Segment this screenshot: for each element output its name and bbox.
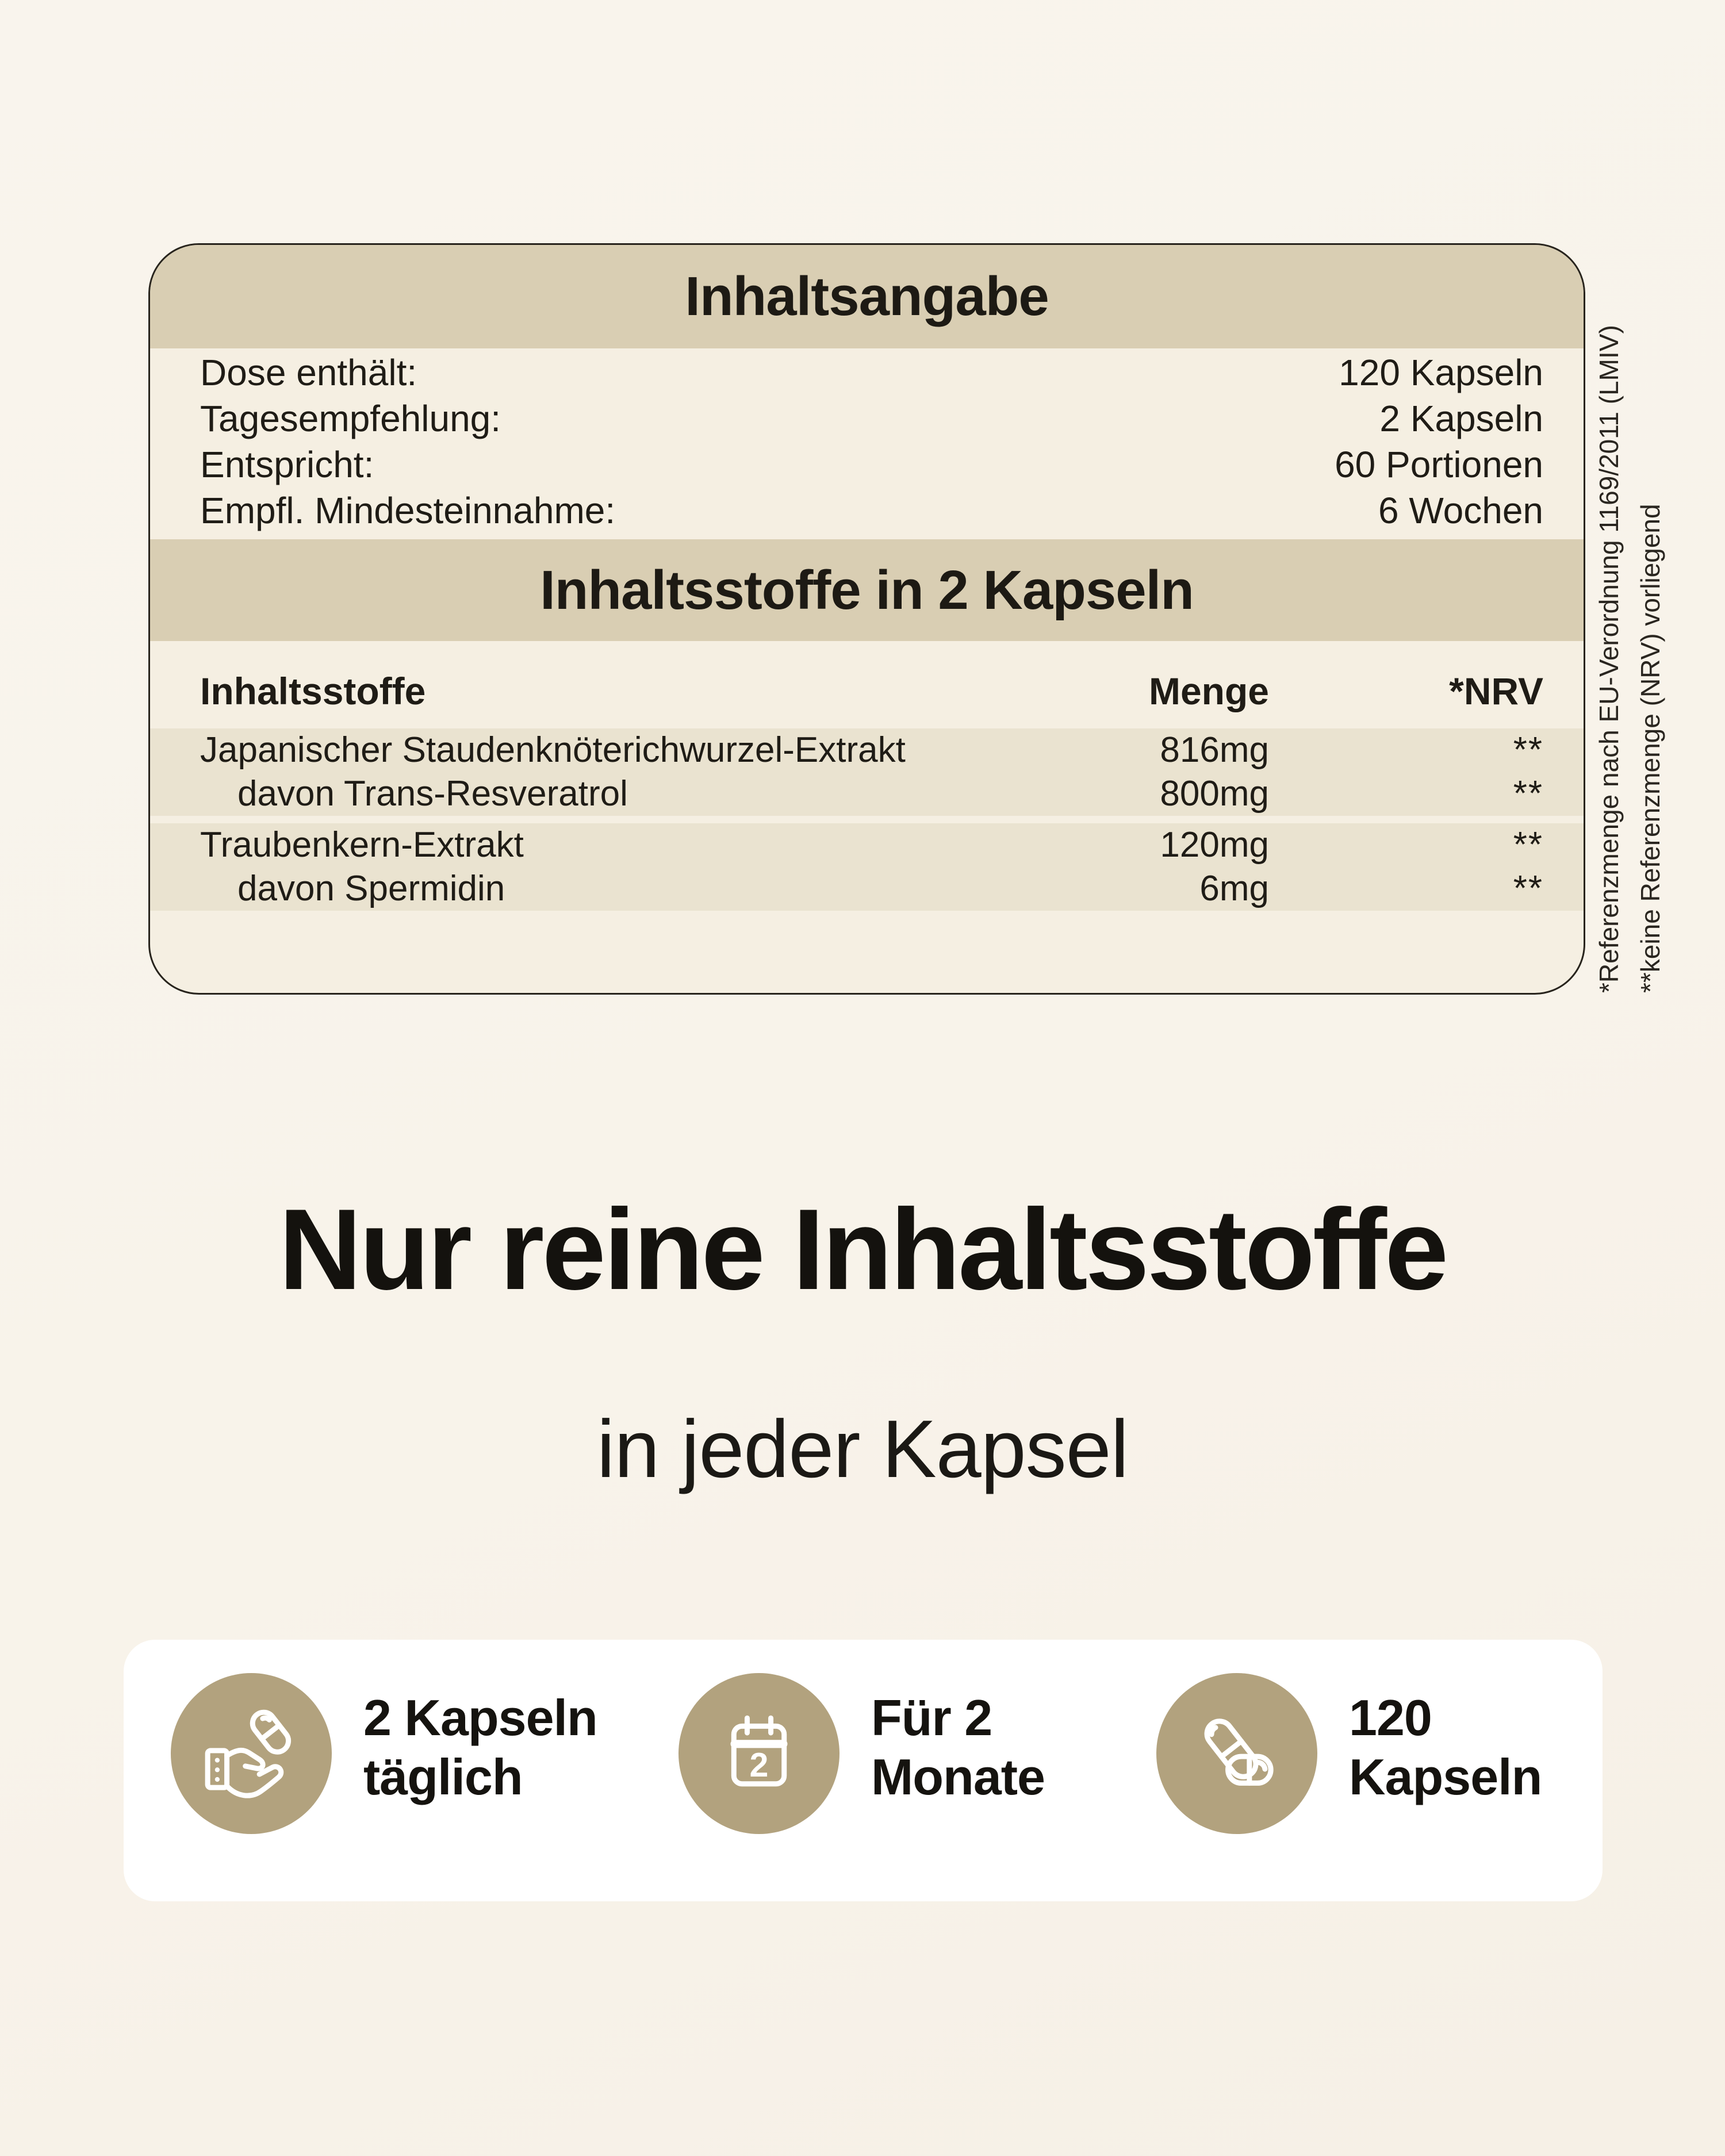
nutrition-card: Inhaltsangabe Dose enthält: 120 Kapseln … xyxy=(148,243,1585,995)
footnote-no-nrv: **keine Referenzmenge (NRV) vorliegend xyxy=(1635,504,1665,993)
calendar-badge: 2 xyxy=(750,1745,769,1784)
feature-line: Monate xyxy=(871,1748,1045,1805)
feature-line: Kapseln xyxy=(1349,1748,1542,1805)
info-row: Tagesempfehlung: 2 Kapseln xyxy=(200,396,1543,442)
info-label: Empfl. Mindesteinnahme: xyxy=(200,490,616,531)
ingredient-amount: 120mg xyxy=(1160,825,1269,865)
info-row: Empfl. Mindesteinnahme: 6 Wochen xyxy=(200,488,1543,534)
feature-text: Für 2 Monate xyxy=(871,1688,1045,1806)
card-title: Inhaltsangabe xyxy=(685,266,1049,327)
info-label: Tagesempfehlung: xyxy=(200,398,501,439)
ingredient-amount: 816mg xyxy=(1160,730,1269,770)
info-value: 6 Wochen xyxy=(1378,490,1543,531)
info-label: Dose enthält: xyxy=(200,352,417,393)
ingredient-nrv: ** xyxy=(1513,774,1543,814)
capsules-icon xyxy=(1156,1673,1317,1834)
table-header-nrv: *NRV xyxy=(1449,670,1543,712)
feature-line: 120 xyxy=(1349,1689,1432,1746)
card-title-band: Inhaltsangabe xyxy=(150,245,1584,348)
card-subtitle-band: Inhaltsstoffe in 2 Kapseln xyxy=(150,539,1584,641)
feature-line: 2 Kapseln xyxy=(363,1689,598,1746)
feature-duration: 2 Für 2 Monate xyxy=(678,1673,1045,1834)
ingredient-name: davon Trans-Resveratrol xyxy=(237,774,628,814)
info-row: Entspricht: 60 Portionen xyxy=(200,442,1543,488)
feature-line: Für 2 xyxy=(871,1689,992,1746)
feature-dosage: 2 Kapseln täglich xyxy=(171,1673,598,1834)
ingredient-name: Japanischer Staudenknöterichwurzel-Extra… xyxy=(200,730,906,770)
ingredient-name: davon Spermidin xyxy=(237,869,505,908)
page-subtitle: in jeder Kapsel xyxy=(596,1403,1129,1495)
ingredient-group: Japanischer Staudenknöterichwurzel-Extra… xyxy=(150,728,1584,816)
ingredient-table: Japanischer Staudenknöterichwurzel-Extra… xyxy=(150,728,1584,911)
footnote-reference: *Referenzmenge nach EU-Verordnung 1169/2… xyxy=(1594,325,1624,993)
feature-text: 2 Kapseln täglich xyxy=(363,1688,598,1806)
table-row: davon Trans-Resveratrol 800mg ** xyxy=(150,772,1584,816)
feature-count: 120 Kapseln xyxy=(1156,1673,1542,1834)
info-value: 120 Kapseln xyxy=(1339,352,1543,393)
info-value: 60 Portionen xyxy=(1335,444,1543,485)
feature-bar: 2 Kapseln täglich 2 Für 2 Monate xyxy=(124,1640,1603,1901)
feature-line: täglich xyxy=(363,1748,523,1805)
calendar-icon: 2 xyxy=(678,1673,839,1834)
feature-text: 120 Kapseln xyxy=(1349,1688,1542,1806)
table-header-amount: Menge xyxy=(1148,670,1269,712)
info-label: Entspricht: xyxy=(200,444,374,485)
table-header-name: Inhaltsstoffe xyxy=(200,670,426,712)
table-header-row: Inhaltsstoffe Menge *NRV xyxy=(200,668,1543,714)
hand-pill-icon xyxy=(171,1673,332,1834)
table-row: davon Spermidin 6mg ** xyxy=(150,867,1584,911)
table-row: Traubenkern-Extrakt 120mg ** xyxy=(150,823,1584,867)
page-title: Nur reine Inhaltsstoffe xyxy=(278,1186,1449,1314)
info-value: 2 Kapseln xyxy=(1379,398,1543,439)
ingredient-amount: 6mg xyxy=(1199,869,1269,908)
ingredient-name: Traubenkern-Extrakt xyxy=(200,825,524,865)
table-row: Japanischer Staudenknöterichwurzel-Extra… xyxy=(150,728,1584,772)
dose-info-rows: Dose enthält: 120 Kapseln Tagesempfehlun… xyxy=(200,350,1543,534)
ingredient-nrv: ** xyxy=(1513,825,1543,865)
card-subtitle: Inhaltsstoffe in 2 Kapseln xyxy=(540,559,1194,621)
info-row: Dose enthält: 120 Kapseln xyxy=(200,350,1543,396)
ingredient-group: Traubenkern-Extrakt 120mg ** davon Sperm… xyxy=(150,823,1584,911)
ingredient-nrv: ** xyxy=(1513,869,1543,908)
ingredient-amount: 800mg xyxy=(1160,774,1269,814)
ingredient-nrv: ** xyxy=(1513,730,1543,770)
